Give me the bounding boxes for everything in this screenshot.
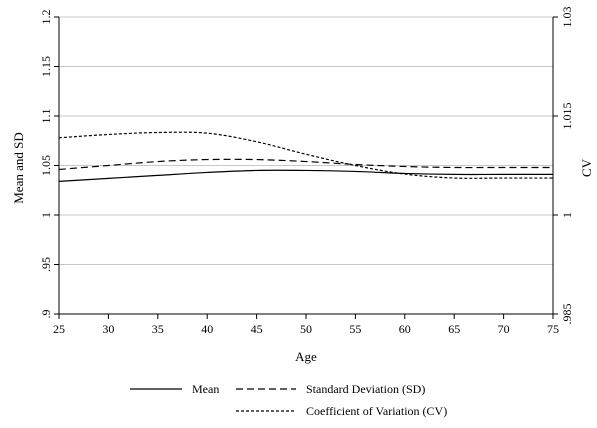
- y-left-tick-label-2: 1: [39, 212, 53, 218]
- x-tick-label-2: 35: [152, 322, 164, 336]
- x-tick-label-7: 60: [399, 322, 411, 336]
- x-axis-label: Age: [295, 349, 317, 364]
- y-left-tick-label-5: 1.15: [39, 56, 53, 77]
- x-tick-label-1: 30: [102, 322, 114, 336]
- grid-lines: [59, 16, 553, 315]
- ticks: 25 30 35 40 45 50 55 60 65 70 75 .9 .95 1 1.05 1.1 1.15 1…: [39, 7, 574, 337]
- x-tick-label-8: 65: [448, 322, 460, 336]
- series-sd-line: [58, 158, 553, 171]
- x-tick-label-10: 75: [547, 322, 559, 336]
- y-right-tick-label-0: .985: [560, 304, 574, 325]
- y-left-tick-label-1: .95: [39, 257, 53, 272]
- x-tick-label-5: 50: [300, 322, 312, 336]
- y-left-tick-label-6: 1.2: [39, 10, 53, 25]
- y-axis-label-right: CV: [579, 158, 594, 177]
- y-right-tick-label-1: 1: [560, 212, 574, 218]
- x-tick-label-0: 25: [53, 322, 65, 336]
- legend-label-sd: Standard Deviation (SD): [306, 382, 425, 396]
- y-right-tick-label-3: 1.03: [560, 7, 574, 28]
- series-lines: [58, 131, 553, 182]
- legend: Mean Standard Deviation (SD) Coefficient…: [130, 382, 447, 418]
- y-axis-label-left: Mean and SD: [11, 132, 26, 204]
- x-tick-label-9: 70: [498, 322, 510, 336]
- legend-label-cv: Coefficient of Variation (CV): [306, 404, 447, 418]
- y-left-tick-label-3: 1.05: [39, 155, 53, 176]
- series-mean-line: [58, 169, 553, 182]
- y-left-tick-label-4: 1.1: [39, 109, 53, 124]
- legend-label-mean: Mean: [192, 382, 219, 396]
- series-cv-line: [58, 131, 553, 179]
- x-tick-label-4: 45: [251, 322, 263, 336]
- x-tick-label-3: 40: [201, 322, 213, 336]
- x-tick-label-6: 55: [349, 322, 361, 336]
- y-right-tick-label-2: 1.015: [560, 103, 574, 130]
- y-left-tick-label-0: .9: [39, 310, 53, 319]
